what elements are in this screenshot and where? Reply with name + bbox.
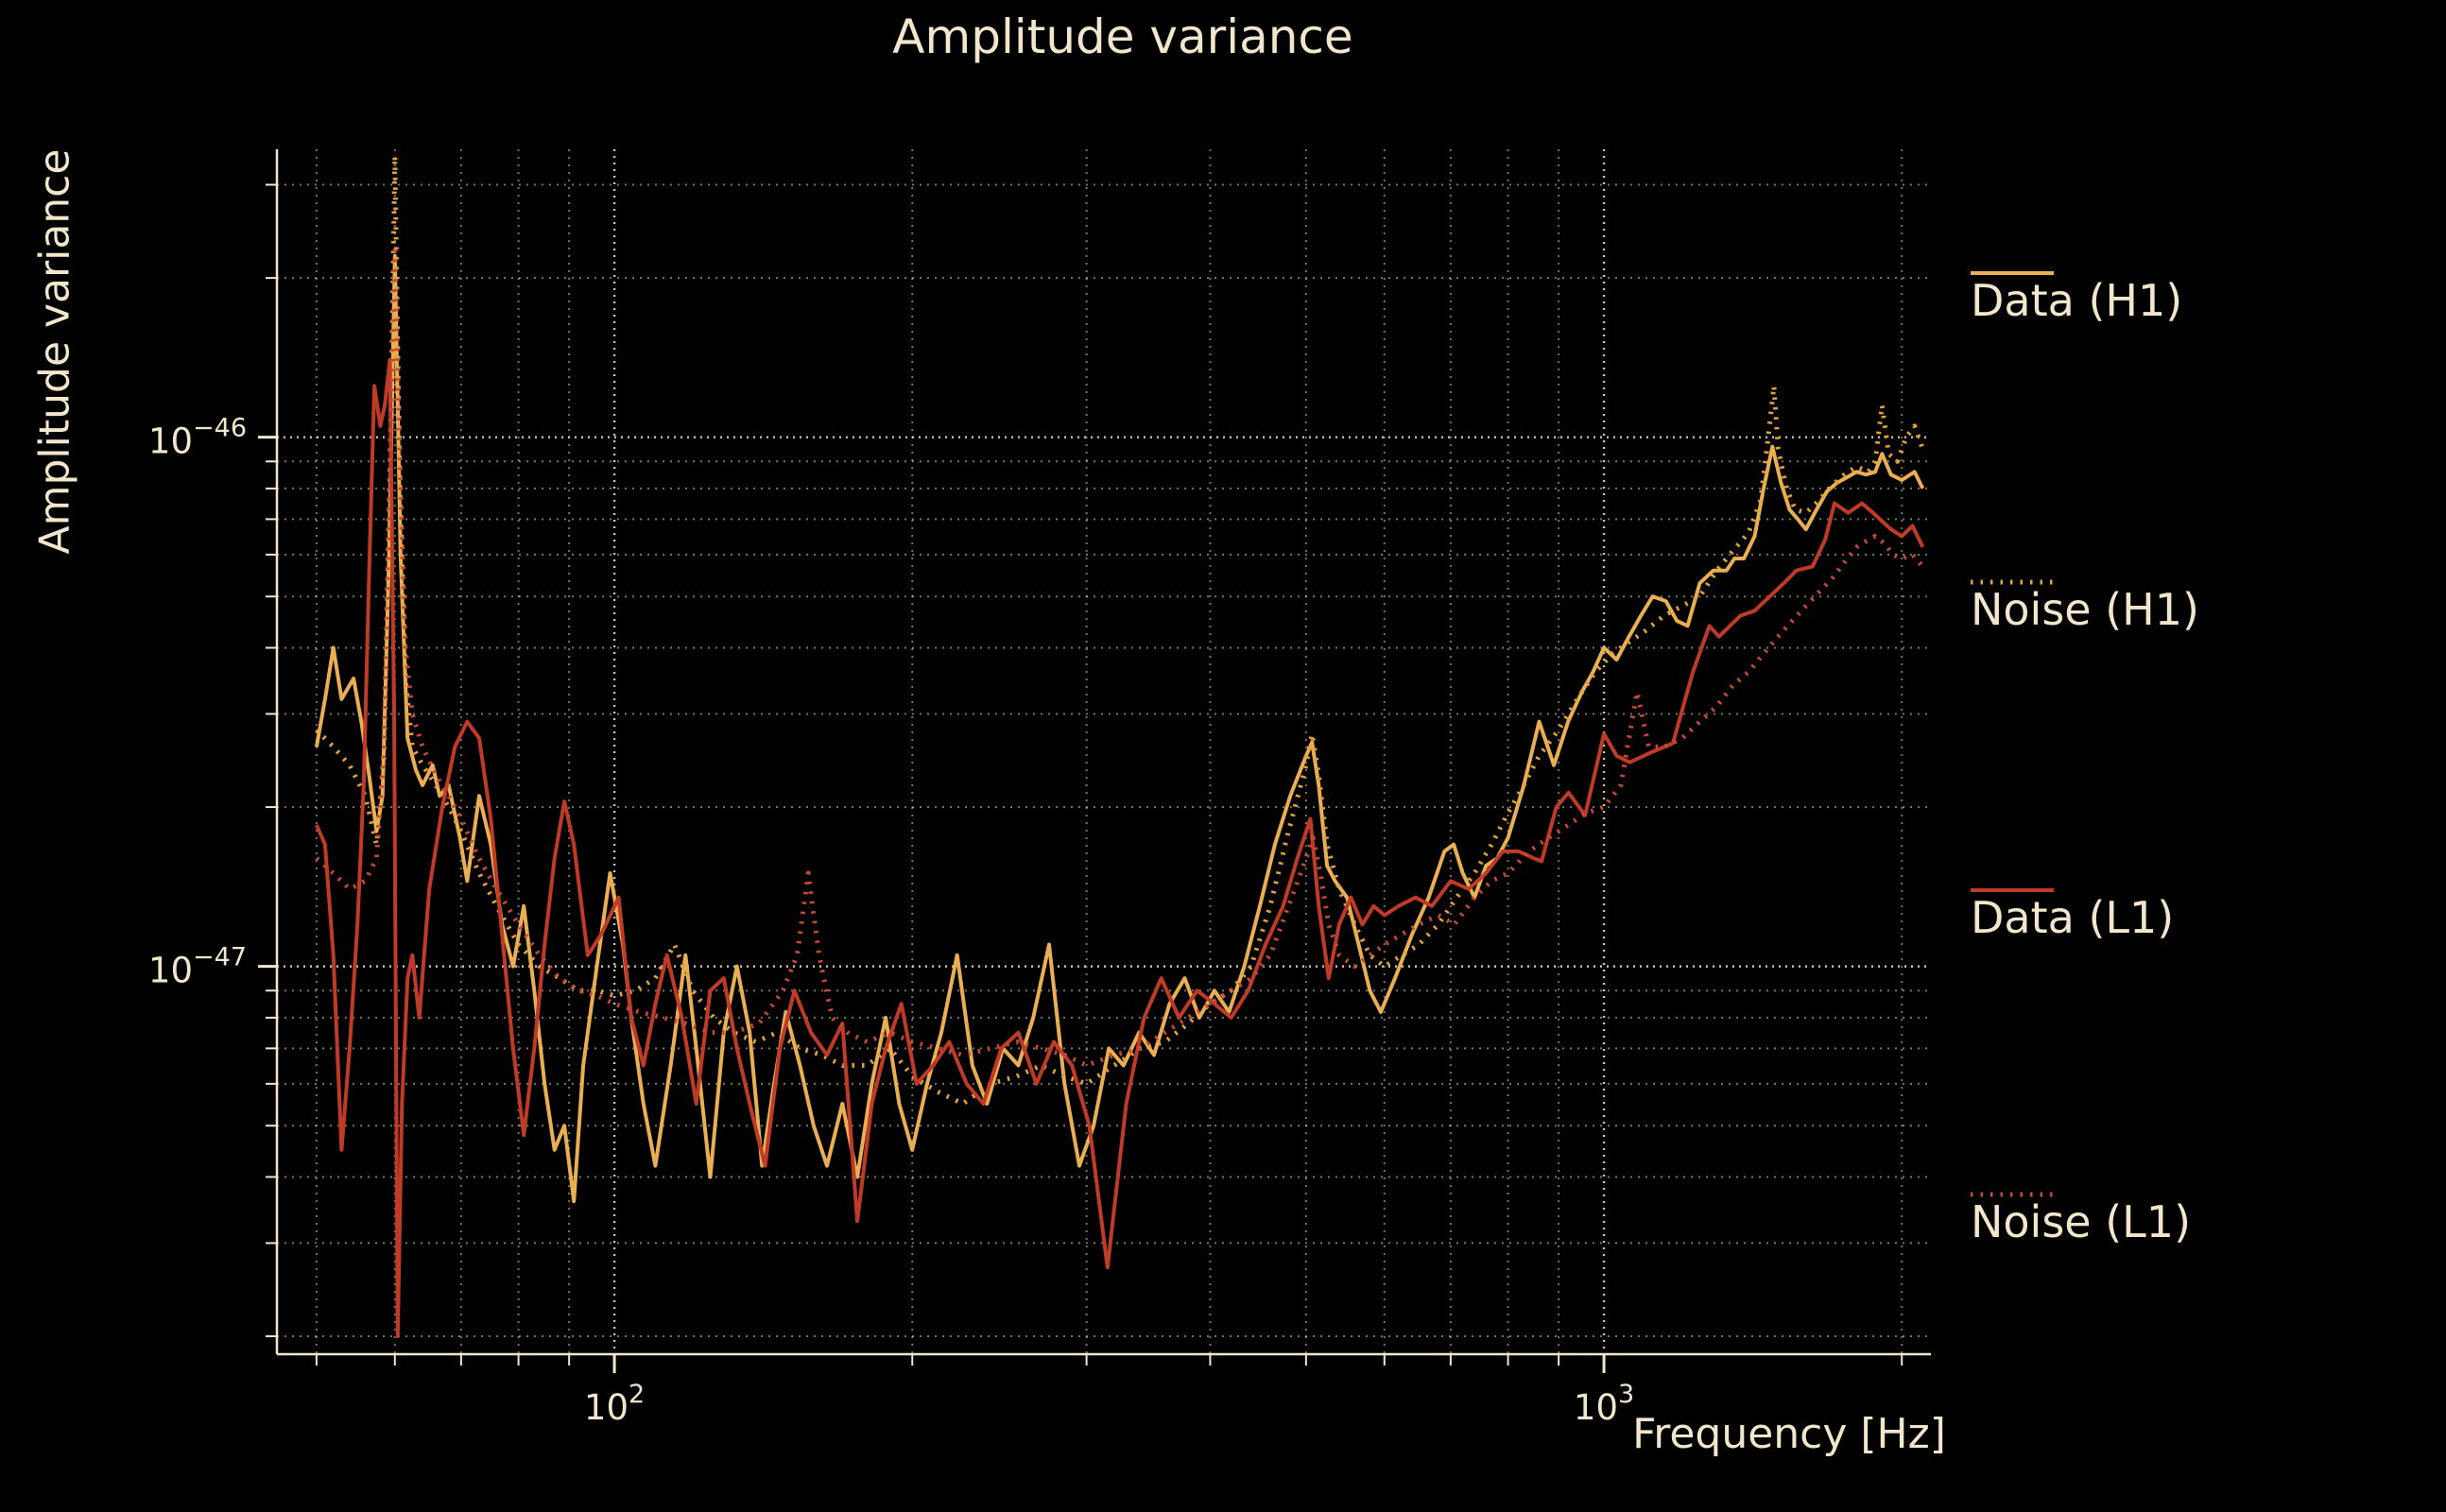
legend-item-data-l1: Data (L1) <box>1971 885 2174 951</box>
legend-label: Data (L1) <box>1971 892 2175 943</box>
legend-item-noise-l1: Noise (L1) <box>1971 1189 2191 1255</box>
legend-line-data-l1 <box>1971 888 2054 892</box>
x-tick-label: 102 <box>583 1380 646 1428</box>
legend-item-data-h1: Data (H1) <box>1971 267 2182 334</box>
legend-label: Noise (H1) <box>1971 584 2199 635</box>
y-tick-label: 10−46 <box>147 413 247 462</box>
legend-line-data-h1 <box>1971 271 2054 275</box>
legend-line-noise-h1 <box>1971 579 2054 585</box>
x-axis-label: Frequency [Hz] <box>1632 1410 1946 1458</box>
y-tick-label: 10−47 <box>147 942 247 991</box>
legend-label: Noise (L1) <box>1971 1196 2192 1247</box>
legend-item-noise-h1: Noise (H1) <box>1971 576 2199 643</box>
series-line-data-l1- <box>315 357 1925 1338</box>
legend-line-noise-l1 <box>1971 1192 2054 1197</box>
series-line-data-h1- <box>314 253 1925 1204</box>
legend-label: Data (H1) <box>1971 275 2183 326</box>
chart-title: Amplitude variance <box>892 9 1353 64</box>
y-axis-label: Amplitude variance <box>30 148 79 555</box>
legend: Data (H1) Noise (H1) Data (L1) Noise (L1… <box>1971 0 2443 1512</box>
x-tick-label: 103 <box>1573 1380 1635 1428</box>
series-line-noise-l1- <box>315 243 1925 1068</box>
series-line-noise-h1- <box>315 153 1925 1107</box>
